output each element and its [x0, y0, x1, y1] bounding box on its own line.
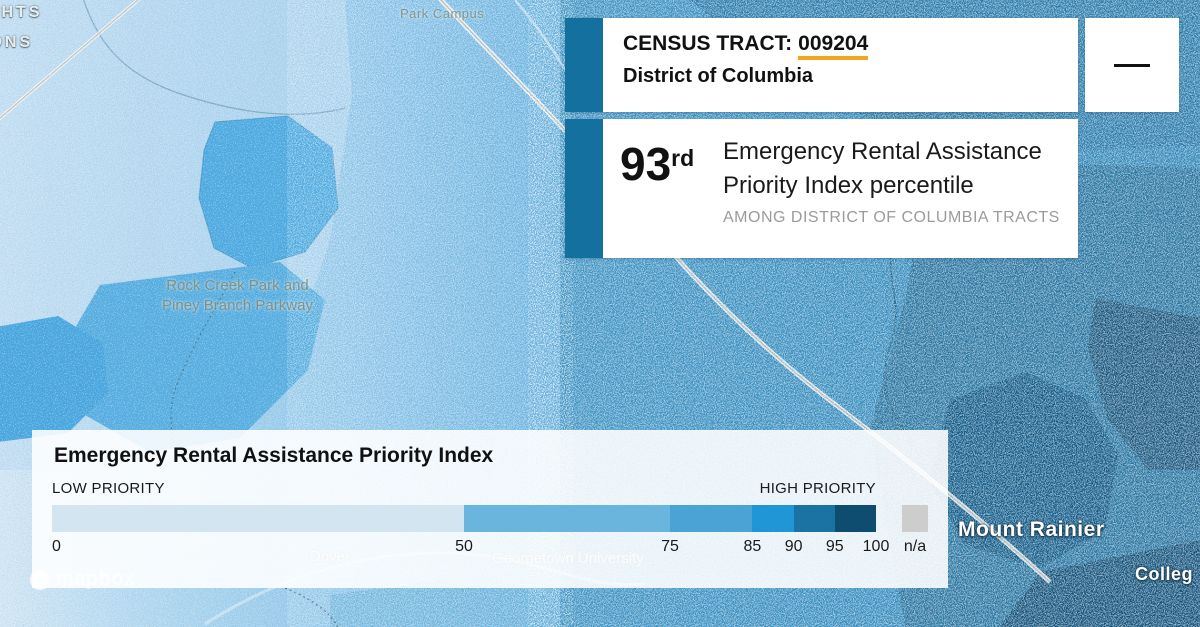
legend-segment	[793, 505, 835, 532]
percentile-subtext: AMONG DISTRICT OF COLUMBIA TRACTS	[723, 209, 1060, 226]
percentile-line1: Emergency Rental Assistance	[723, 138, 1042, 165]
legend-tick: 100	[862, 538, 890, 555]
percentile-line2: Priority Index percentile	[723, 172, 974, 199]
legend-color-bar	[52, 505, 928, 532]
legend-tick: 95	[825, 538, 844, 555]
legend-na-swatch	[902, 505, 928, 532]
legend-tick: 50	[455, 538, 473, 555]
minimize-button[interactable]	[1085, 18, 1179, 112]
legend-ticks: n/a 0 50 75 85 90 95 100	[52, 538, 952, 558]
tract-title: CENSUS TRACT: 009204	[623, 32, 869, 60]
legend-tick: 90	[784, 538, 803, 555]
legend-segment	[752, 505, 794, 532]
tract-state: District of Columbia	[623, 65, 814, 87]
legend-tick: 85	[743, 538, 762, 555]
legend-high-label: HIGH PRIORITY	[759, 480, 876, 497]
percentile-value: 93rd	[620, 135, 723, 258]
card-accent-bar	[565, 119, 603, 258]
card-accent-bar	[565, 18, 603, 112]
legend-scale: LOW PRIORITY HIGH PRIORITY n/a 0 50 75 85 90…	[52, 480, 952, 558]
percentile-card: 93rd Emergency Rental Assistance Priorit…	[565, 119, 1078, 258]
legend-segment	[670, 505, 753, 532]
legend-title: Emergency Rental Assistance Priority Ind…	[54, 444, 494, 467]
legend-tick: 75	[661, 538, 679, 555]
legend-tick: 0	[52, 538, 61, 555]
tract-id: 009204	[798, 32, 869, 60]
legend-segment	[464, 505, 670, 532]
legend-segment	[52, 505, 464, 532]
percentile-ordinal: rd	[671, 145, 695, 171]
legend-segment	[834, 505, 876, 532]
percentile-description: Emergency Rental Assistance Priority Ind…	[723, 135, 1060, 258]
legend-low-label: LOW PRIORITY	[52, 480, 165, 497]
tract-label: CENSUS TRACT:	[623, 32, 793, 55]
legend-na-label: n/a	[903, 538, 927, 555]
tract-info-card: CENSUS TRACT: 009204 District of Columbia	[565, 18, 1078, 112]
minimize-icon	[1114, 63, 1150, 67]
legend-panel: Emergency Rental Assistance Priority Ind…	[32, 430, 948, 588]
percentile-number: 93	[620, 138, 672, 190]
